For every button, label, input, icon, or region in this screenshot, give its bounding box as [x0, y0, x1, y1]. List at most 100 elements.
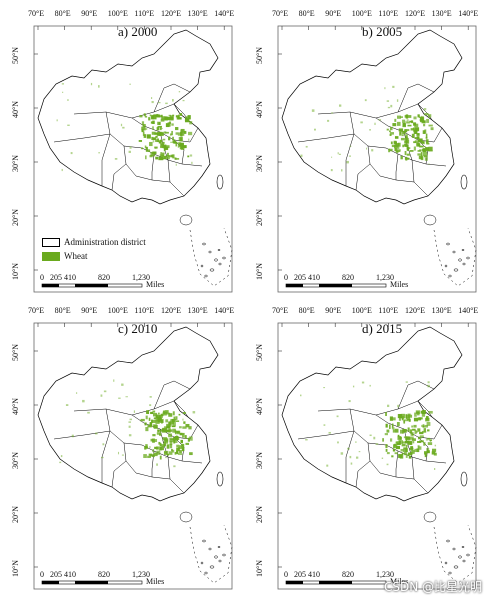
wheat-patch: [417, 428, 421, 432]
longitude-tick: 70°E: [272, 306, 289, 315]
longitude-tick: 90°E: [325, 9, 342, 18]
wheat-patch: [149, 422, 153, 427]
wheat-patch: [409, 436, 414, 440]
wheat-patch: [364, 99, 367, 102]
wheat-patch: [341, 169, 343, 172]
wheat-patch: [189, 154, 193, 157]
wheat-patch: [177, 146, 180, 148]
wheat-patch: [185, 442, 190, 445]
island: [208, 547, 212, 551]
wheat-patch: [152, 115, 157, 120]
wheat-patch: [414, 412, 417, 417]
longitude-tick: 70°E: [28, 9, 45, 18]
wheat-patch: [402, 428, 407, 433]
wheat-patch: [414, 448, 419, 453]
wheat-patch: [62, 91, 64, 93]
wheat-patch: [122, 126, 125, 129]
wheat-patch: [65, 404, 69, 406]
wheat-patch: [385, 448, 388, 452]
province-boundary: [317, 408, 389, 424]
wheat-patch: [419, 440, 424, 443]
wheat-patch: [149, 404, 152, 407]
wheat-patch: [355, 441, 357, 443]
wheat-patch: [323, 387, 326, 389]
wheat-patch: [156, 450, 161, 455]
wheat-patch: [401, 452, 404, 456]
wheat-patch: [423, 108, 427, 111]
wheat-patch: [178, 413, 181, 416]
wheat-patch: [165, 147, 168, 150]
wheat-patch: [120, 123, 123, 127]
wheat-patch: [160, 414, 164, 417]
wheat-patch: [394, 147, 397, 152]
wheat-patch: [402, 130, 406, 135]
wheat-patch: [429, 439, 432, 443]
wheat-patch: [128, 150, 131, 153]
wheat-patch: [428, 146, 433, 151]
wheat-patch: [396, 99, 399, 102]
panel-title: c) 2010: [118, 321, 158, 336]
legend-item-administration: Administration district: [42, 235, 146, 249]
wheat-patch: [177, 453, 183, 455]
province-boundary: [433, 424, 443, 440]
wheat-patch: [152, 424, 158, 428]
wheat-patch: [346, 160, 349, 164]
wheat-patch: [95, 432, 98, 435]
wheat-patch: [352, 385, 355, 388]
wheat-patch: [173, 416, 176, 420]
legend-swatch-wheat: [42, 251, 60, 261]
wheat-patch: [413, 122, 417, 126]
wheat-patch: [384, 433, 388, 436]
wheat-patch: [139, 115, 143, 118]
province-boundary: [411, 456, 415, 480]
wheat-patch: [151, 136, 154, 141]
province-boundary: [367, 145, 429, 197]
wheat-patch: [424, 113, 429, 116]
wheat-patch: [173, 437, 177, 441]
wheat-patch: [405, 121, 407, 124]
wheat-patch: [155, 417, 159, 422]
island: [462, 559, 466, 563]
wheat-patch: [189, 452, 193, 456]
island: [222, 553, 226, 557]
wheat-patch: [426, 448, 430, 453]
island: [200, 264, 204, 268]
island: [453, 268, 459, 272]
wheat-patch: [82, 399, 85, 403]
scale-bar-segment: [75, 284, 108, 287]
wheat-patch: [169, 437, 174, 443]
wheat-patch: [188, 426, 192, 430]
wheat-patch: [420, 152, 423, 157]
wheat-patch: [417, 446, 422, 450]
wheat-patch: [158, 156, 163, 161]
wheat-patch: [413, 146, 416, 151]
wheat-patch: [391, 423, 394, 428]
wheat-patch: [125, 396, 128, 398]
wheat-patch: [150, 411, 154, 415]
wheat-patch: [156, 463, 158, 466]
wheat-patch: [164, 116, 168, 121]
scale-tick-label: 820: [342, 273, 354, 282]
province-boundary: [355, 163, 371, 191]
island: [452, 547, 456, 551]
island: [218, 262, 222, 266]
wheat-patch: [397, 436, 402, 440]
wheat-patch: [386, 100, 390, 102]
wheat-patch: [152, 121, 155, 124]
wheat-patch: [396, 115, 401, 119]
wheat-patch: [183, 411, 186, 414]
wheat-patch: [411, 433, 414, 436]
wheat-patch: [152, 438, 155, 443]
wheat-patch: [176, 450, 179, 454]
longitude-tick: 100°E: [351, 9, 372, 18]
wheat-patch: [330, 169, 333, 172]
longitude-tick: 120°E: [405, 9, 426, 18]
wheat-patch: [173, 141, 178, 144]
wheat-patch: [305, 439, 308, 441]
wheat-patch: [389, 132, 394, 135]
wheat-patch: [392, 429, 396, 433]
scale-tick-label: 0: [40, 570, 44, 579]
wheat-patch: [386, 463, 389, 466]
province-boundary: [395, 153, 399, 180]
province-boundary: [101, 133, 111, 186]
